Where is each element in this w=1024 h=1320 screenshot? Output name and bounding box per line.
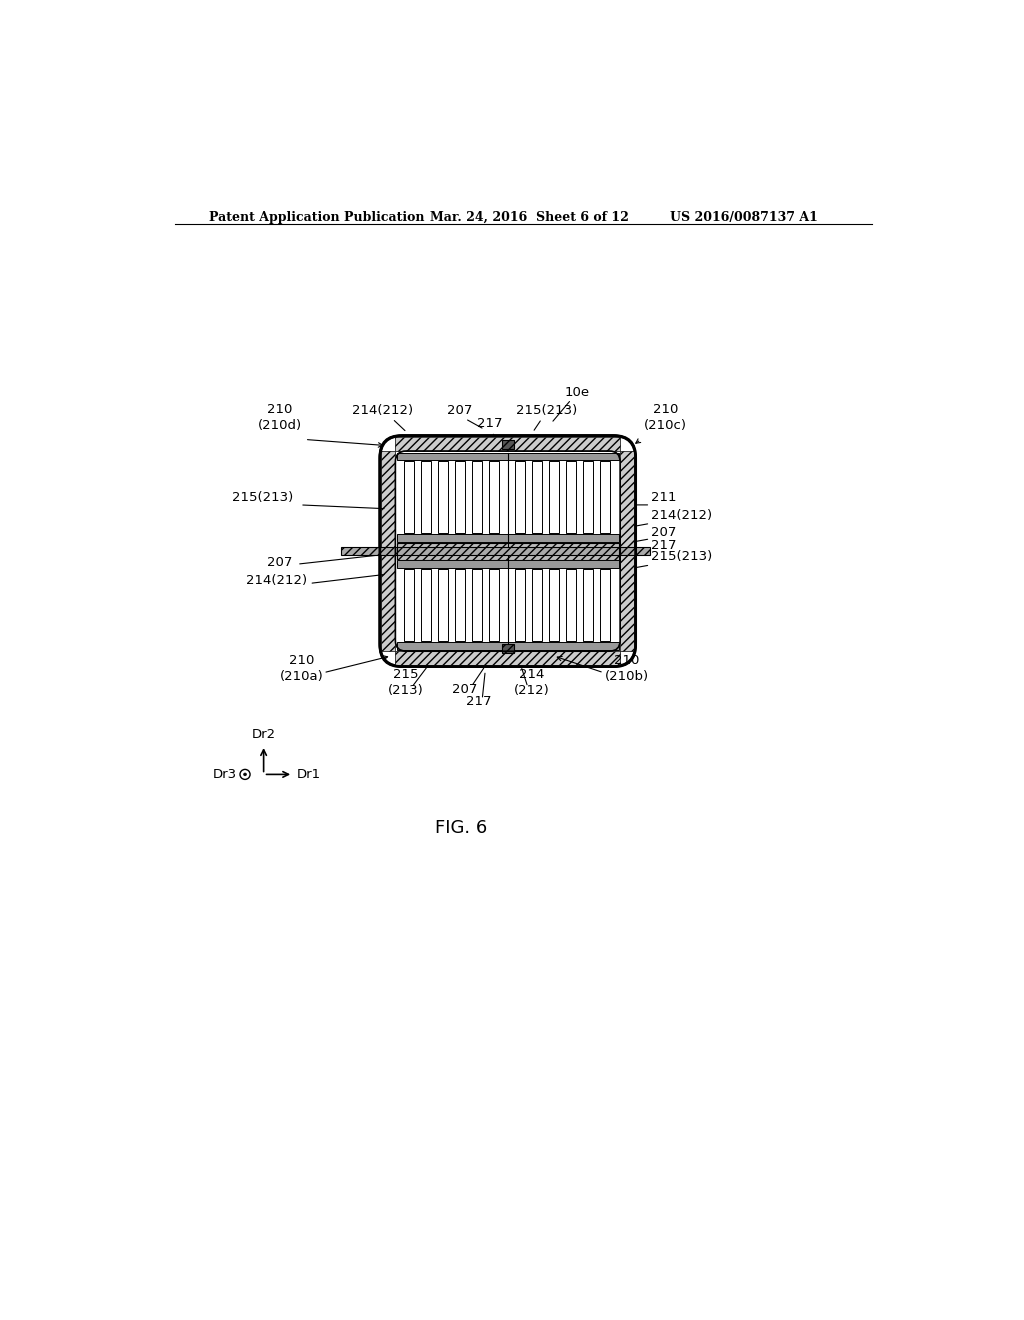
Bar <box>403 569 414 642</box>
Bar <box>397 453 618 461</box>
Text: Dr1: Dr1 <box>297 768 322 781</box>
Bar <box>455 461 465 533</box>
Bar <box>438 461 449 533</box>
Bar <box>600 461 610 533</box>
Bar <box>489 461 500 533</box>
Text: 207: 207 <box>447 404 472 417</box>
Bar <box>403 461 414 533</box>
Bar <box>397 561 618 568</box>
Text: 214(212): 214(212) <box>351 404 413 417</box>
Text: Patent Application Publication: Patent Application Publication <box>209 211 425 224</box>
Bar <box>566 569 575 642</box>
Text: 217: 217 <box>466 696 492 708</box>
Text: 215
(213): 215 (213) <box>387 668 423 697</box>
Circle shape <box>240 770 250 779</box>
Bar <box>397 561 618 649</box>
Text: 10e: 10e <box>565 385 590 399</box>
Bar <box>381 451 395 651</box>
Text: 210
(210c): 210 (210c) <box>644 404 687 433</box>
Bar <box>621 451 634 651</box>
Bar <box>341 548 397 554</box>
Text: 207: 207 <box>452 682 477 696</box>
Text: 215(213): 215(213) <box>232 491 294 504</box>
Bar <box>515 569 525 642</box>
Text: 210
(210a): 210 (210a) <box>280 655 324 684</box>
Bar <box>600 569 610 642</box>
Bar <box>583 569 593 642</box>
Text: US 2016/0087137 A1: US 2016/0087137 A1 <box>671 211 818 224</box>
Bar <box>472 461 482 533</box>
Bar <box>502 644 514 653</box>
Text: 211: 211 <box>651 491 677 504</box>
Bar <box>583 461 593 533</box>
Text: 207: 207 <box>267 557 293 569</box>
Text: 210
(210b): 210 (210b) <box>605 655 649 684</box>
Bar <box>549 569 559 642</box>
Text: 207: 207 <box>651 525 677 539</box>
Circle shape <box>244 774 247 776</box>
Text: 214
(212): 214 (212) <box>514 668 550 697</box>
Text: 215(213): 215(213) <box>651 550 713 564</box>
Text: FIG. 6: FIG. 6 <box>435 820 487 837</box>
Bar <box>438 569 449 642</box>
Bar <box>455 569 465 642</box>
Text: 215(213): 215(213) <box>516 404 578 417</box>
Bar <box>397 543 618 560</box>
Bar <box>397 453 618 543</box>
Bar <box>397 548 618 554</box>
Bar <box>421 569 431 642</box>
Bar <box>397 642 618 649</box>
Bar <box>566 461 575 533</box>
Text: 217: 217 <box>651 539 677 552</box>
Text: 214(212): 214(212) <box>246 574 307 587</box>
Bar <box>421 461 431 533</box>
Text: 217: 217 <box>477 417 503 430</box>
Bar <box>395 651 621 665</box>
Bar <box>621 548 649 554</box>
Bar <box>489 569 500 642</box>
Text: Dr2: Dr2 <box>252 727 275 741</box>
Bar <box>515 461 525 533</box>
Bar <box>549 461 559 533</box>
Text: 210
(210d): 210 (210d) <box>258 404 302 433</box>
Bar <box>502 441 514 449</box>
Bar <box>395 437 621 451</box>
Text: 214(212): 214(212) <box>651 508 713 521</box>
Bar <box>472 569 482 642</box>
Bar <box>531 569 542 642</box>
FancyBboxPatch shape <box>380 436 636 667</box>
Bar <box>397 535 618 543</box>
Text: Mar. 24, 2016  Sheet 6 of 12: Mar. 24, 2016 Sheet 6 of 12 <box>430 211 629 224</box>
Text: Dr3: Dr3 <box>213 768 238 781</box>
Bar <box>531 461 542 533</box>
